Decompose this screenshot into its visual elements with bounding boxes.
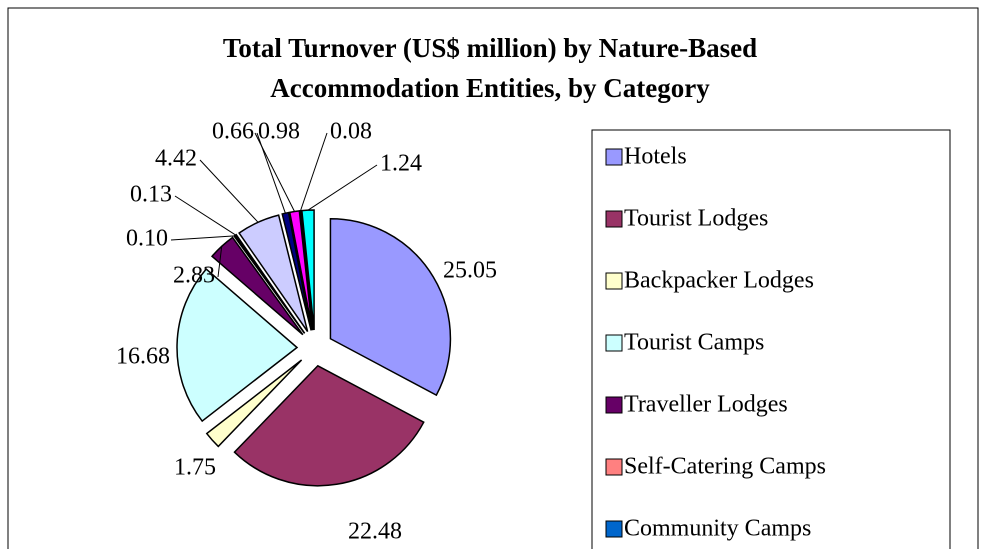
- leader-line: [199, 159, 259, 223]
- leader-line: [254, 132, 295, 212]
- legend-swatch: [605, 520, 623, 538]
- legend-label: Hotels: [624, 144, 687, 170]
- legend-label: Traveller Lodges: [624, 392, 788, 418]
- legend-label: Tourist Camps: [624, 330, 764, 356]
- legend-label: Self-Catering Camps: [624, 454, 826, 480]
- pie-slice: [329, 217, 452, 397]
- leader-line: [307, 164, 378, 211]
- leader-line: [300, 132, 328, 211]
- legend-swatch: [605, 396, 623, 414]
- pie-slice: [205, 359, 303, 448]
- legend-box: [591, 129, 951, 549]
- chart-title: Total Turnover (US$ million) by Nature-B…: [222, 33, 758, 103]
- legend-swatch: [605, 272, 623, 290]
- leader-line: [217, 246, 223, 278]
- leader-line: [170, 235, 235, 241]
- data-label: 0.66: [212, 119, 254, 145]
- data-label: 0.08: [330, 119, 372, 145]
- legend-label: Backpacker Lodges: [624, 268, 814, 294]
- legend-swatch: [605, 334, 623, 352]
- chart-frame: [7, 7, 979, 549]
- pie-slice: [238, 214, 309, 333]
- legend-swatch: [605, 148, 623, 166]
- data-label: 0.98: [258, 119, 300, 145]
- legend-swatch: [605, 210, 623, 228]
- legend-label: Tourist Lodges: [624, 206, 768, 232]
- data-label: 1.75: [174, 455, 216, 481]
- legend-swatch: [605, 458, 623, 476]
- data-label: 4.42: [155, 146, 197, 172]
- data-label: 2.83: [173, 263, 215, 289]
- data-label: 0.10: [126, 226, 168, 252]
- data-label: 0.13: [130, 182, 172, 208]
- leader-line: [174, 195, 236, 236]
- legend-label: Community Camps: [624, 516, 811, 542]
- data-label: 1.24: [380, 151, 422, 177]
- pie-slice: [176, 268, 299, 423]
- data-label: 22.48: [348, 519, 402, 545]
- data-label: 25.05: [443, 258, 497, 284]
- data-label: 16.68: [116, 344, 170, 370]
- pie-slice: [233, 364, 425, 487]
